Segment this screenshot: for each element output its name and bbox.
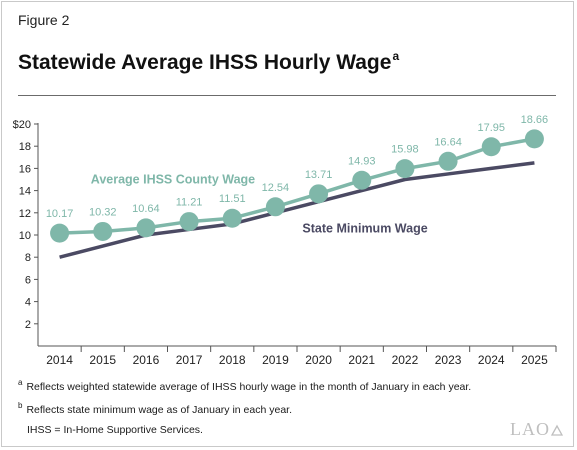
x-tick-label: 2017 xyxy=(176,353,203,367)
series-line-state-minimum-wage xyxy=(59,161,535,259)
y-tick-label: 16 xyxy=(19,163,31,175)
chart-axes: 2 4 6 8 10 12 14 16 18 $20 2014 2015 2016 2017 2018 201… xyxy=(13,119,557,367)
data-point-2025 xyxy=(524,129,544,149)
data-label-2025: 18.66 xyxy=(521,114,549,126)
y-tick-label: 18 xyxy=(19,141,31,153)
y-tick-label: 6 xyxy=(25,274,31,286)
chart-title-footnote-marker: a xyxy=(392,49,400,63)
data-point-2021 xyxy=(352,170,372,190)
y-tick-label: 2 xyxy=(25,319,31,331)
data-point-2024 xyxy=(481,137,501,157)
x-tick-label: 2022 xyxy=(392,353,419,367)
y-tick-label: 8 xyxy=(25,252,31,264)
x-tick-label: 2014 xyxy=(46,353,73,367)
x-tick-label: 2015 xyxy=(89,353,116,367)
lao-logo-triangle-icon xyxy=(550,424,564,436)
data-label-2020: 13.71 xyxy=(305,169,333,181)
footnote-a-marker: a xyxy=(18,378,23,387)
data-point-2022 xyxy=(395,159,415,179)
y-tick-label: 14 xyxy=(19,186,31,198)
footnote-abbreviation: IHSS = In-Home Supportive Services. xyxy=(27,424,203,436)
footnote-a-text: Reflects weighted statewide average of I… xyxy=(26,381,472,393)
series-label-average-ihss-county-wage: Average IHSS County Wage xyxy=(91,173,255,187)
chart-title-text: Statewide Average IHSS Hourly Wage xyxy=(18,51,392,74)
x-tick-label: 2016 xyxy=(133,353,160,367)
data-point-2019 xyxy=(265,197,285,217)
data-label-2018: 11.51 xyxy=(219,193,246,205)
data-label-2014: 10.17 xyxy=(46,208,74,220)
data-label-2021: 14.93 xyxy=(348,155,376,167)
data-point-2020 xyxy=(309,184,329,204)
data-label-2015: 10.32 xyxy=(89,206,117,218)
chart-title: Statewide Average IHSS Hourly Wagea xyxy=(18,49,399,75)
series-label-state-minimum-wage: State Minimum Wage xyxy=(302,221,427,235)
data-point-2015 xyxy=(93,221,113,241)
data-label-2024: 17.95 xyxy=(477,122,505,134)
footnote-a: a Reflects weighted statewide average of … xyxy=(18,378,471,393)
data-label-2022: 15.98 xyxy=(391,144,419,156)
x-tick-label: 2024 xyxy=(478,353,505,367)
figure-label: Figure 2 xyxy=(18,12,70,28)
series-lines xyxy=(59,137,535,259)
x-tick-label: 2021 xyxy=(348,353,375,367)
data-point-2017 xyxy=(179,212,199,232)
x-tick-label: 2019 xyxy=(262,353,289,367)
data-labels: 10.17 10.32 10.64 11.21 11.51 12.54 13.71 14.93… xyxy=(46,114,548,220)
x-tick-label: 2020 xyxy=(305,353,332,367)
y-tick-label: 4 xyxy=(25,297,31,309)
data-label-2016: 10.64 xyxy=(132,203,160,215)
footnote-b-text: Reflects state minimum wage as of Januar… xyxy=(26,404,292,416)
y-tick-label: 10 xyxy=(19,230,31,242)
footnote-b: b Reflects state minimum wage as of Janua… xyxy=(18,401,292,416)
data-label-2017: 11.21 xyxy=(176,197,203,209)
data-point-2014 xyxy=(50,223,70,243)
y-tick-label: 12 xyxy=(19,208,31,220)
x-tick-label: 2025 xyxy=(521,353,548,367)
title-divider xyxy=(18,95,556,96)
y-tick-label: $20 xyxy=(13,119,31,131)
x-tick-label: 2023 xyxy=(435,353,462,367)
data-point-2016 xyxy=(136,218,156,238)
x-tick-label: 2018 xyxy=(219,353,246,367)
series-markers xyxy=(50,129,544,243)
data-label-2023: 16.64 xyxy=(434,136,462,148)
footnote-b-marker: b xyxy=(18,401,23,410)
data-point-2018 xyxy=(222,208,242,228)
data-point-2023 xyxy=(438,151,458,171)
lao-logo-text: LAO xyxy=(510,419,550,439)
data-label-2019: 12.54 xyxy=(262,182,290,194)
lao-logo: LAO xyxy=(510,419,564,440)
